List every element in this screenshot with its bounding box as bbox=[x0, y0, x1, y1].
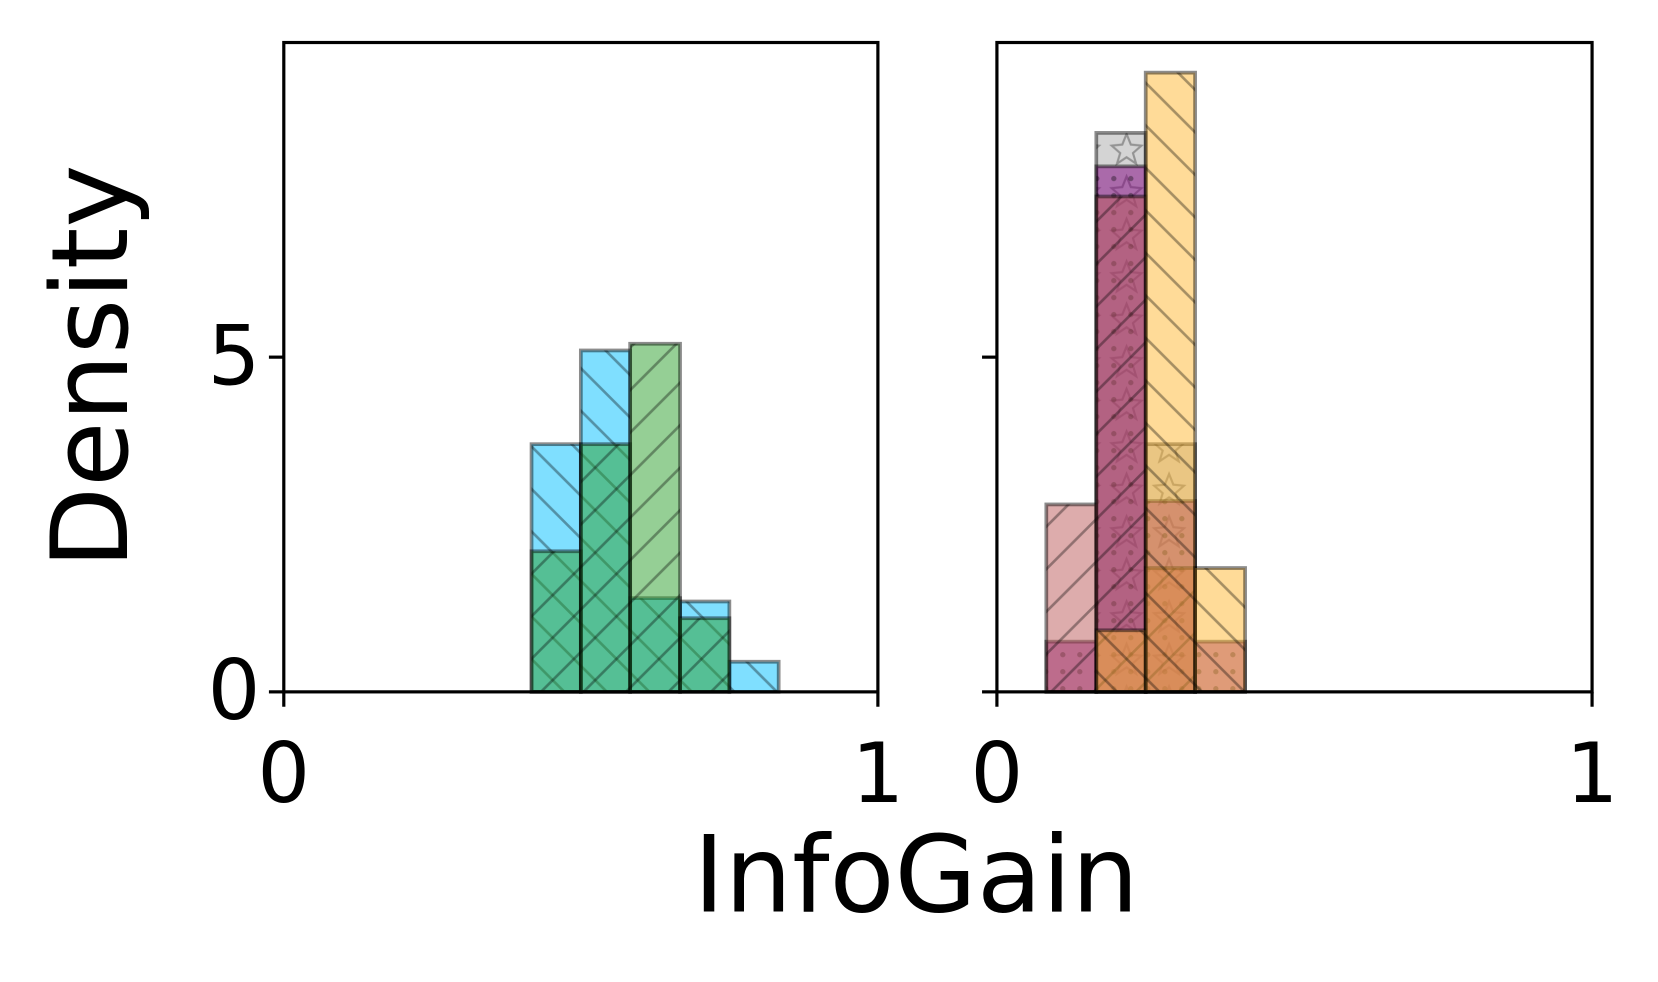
y-axis-label: Density bbox=[29, 165, 153, 569]
bar-hatch bbox=[1145, 72, 1196, 692]
y-tick-label: 5 bbox=[208, 307, 261, 404]
x-tick-label: 1 bbox=[1566, 725, 1619, 822]
bar-hatch bbox=[1096, 630, 1146, 692]
bar-hatch bbox=[729, 661, 779, 692]
bar-hatch bbox=[680, 618, 730, 692]
bar-hatch bbox=[630, 343, 681, 692]
bar-hatch bbox=[531, 551, 581, 692]
y-tick-label: 0 bbox=[208, 642, 261, 739]
bar-hatch bbox=[580, 444, 631, 692]
x-tick-label: 1 bbox=[852, 725, 905, 822]
bar-hatch bbox=[1096, 196, 1146, 692]
x-tick-label: 0 bbox=[257, 725, 310, 822]
bar-hatch bbox=[1195, 568, 1246, 692]
axes-frame bbox=[282, 40, 880, 694]
x-tick-label: 0 bbox=[971, 725, 1024, 822]
axes-frame bbox=[995, 40, 1594, 694]
bar-hatch bbox=[1046, 504, 1097, 692]
x-axis-label: InfoGain bbox=[693, 813, 1138, 937]
